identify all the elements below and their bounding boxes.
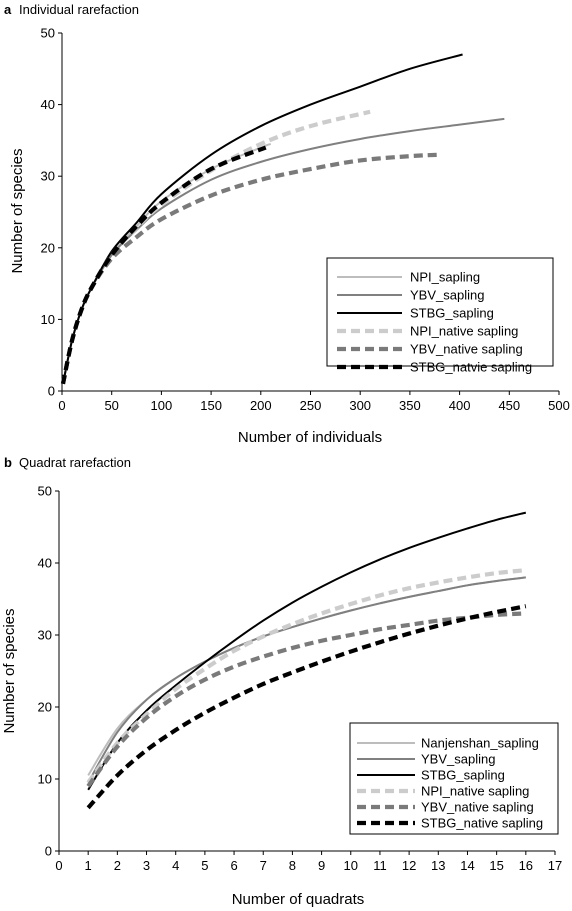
panel-a-legend-label-3: STBG_sapling bbox=[410, 306, 494, 321]
panel-b-x-tick-label: 14 bbox=[460, 858, 474, 873]
panel-a-x-axis-title: Number of individuals bbox=[238, 429, 382, 446]
panel-a-x-tick-label: 350 bbox=[399, 398, 421, 413]
panel-a-x-tick-label: 450 bbox=[498, 398, 520, 413]
panel-b-y-tick-label: 50 bbox=[38, 484, 52, 499]
panel-b-x-tick-label: 3 bbox=[143, 858, 150, 873]
panel-b-x-tick-label: 13 bbox=[431, 858, 445, 873]
panel-b-x-tick-label: 15 bbox=[489, 858, 503, 873]
panel-b-legend-label-5: YBV_native sapling bbox=[421, 800, 534, 815]
panel-a-x-tick-label: 400 bbox=[449, 398, 471, 413]
panel-a-x-tick-label: 100 bbox=[151, 398, 173, 413]
panel-a-y-tick-label: 10 bbox=[41, 312, 55, 327]
panel-b-x-axis-title: Number of quadrats bbox=[232, 891, 365, 908]
panel-a-x-tick-label: 250 bbox=[300, 398, 322, 413]
panel-b-legend-label-3: STBG_sapling bbox=[421, 768, 505, 783]
panel-b-series-line-5 bbox=[86, 611, 526, 788]
panel-b-legend-label-2: YBV_sapling bbox=[421, 752, 495, 767]
panel-b-y-tick-label: 40 bbox=[38, 556, 52, 571]
panel-a-legend-label-1: NPI_sapling bbox=[410, 270, 480, 285]
panel-a-x-tick-label: 50 bbox=[104, 398, 118, 413]
panel-b-title: Quadrat rarefaction bbox=[19, 455, 131, 470]
panel-b-x-tick-label: 5 bbox=[201, 858, 208, 873]
panel-b-x-tick-label: 2 bbox=[114, 858, 121, 873]
panel-a-x-tick-label: 200 bbox=[250, 398, 272, 413]
panel-b-series-line-6 bbox=[86, 604, 527, 810]
panel-b-legend-label-4: NPI_native sapling bbox=[421, 784, 529, 799]
panel-b-legend: Nanjenshan_saplingYBV_saplingSTBG_saplin… bbox=[349, 722, 559, 835]
panel-b-x-tick-label: 16 bbox=[519, 858, 533, 873]
panel-b-legend-label-6: STBG_native sapling bbox=[421, 816, 543, 831]
panel-b-x-tick-label: 17 bbox=[548, 858, 562, 873]
panel-b-x-tick-label: 12 bbox=[402, 858, 416, 873]
panel-b-x-tick-label: 11 bbox=[373, 858, 387, 873]
panel-b-x-tick-label: 10 bbox=[344, 858, 358, 873]
panel-b-series-line-3 bbox=[87, 511, 527, 791]
panel-a-x-tick-label: 0 bbox=[58, 398, 65, 413]
panel-b-y-tick-label: 10 bbox=[38, 772, 52, 787]
panel-a-y-tick-label: 30 bbox=[41, 169, 55, 184]
panel-a-x-tick-label: 150 bbox=[200, 398, 222, 413]
panel-a-y-axis-title: Number of species bbox=[9, 148, 26, 273]
panel-b-series-line-2 bbox=[87, 576, 526, 784]
panel-b-legend-label-1: Nanjenshan_sapling bbox=[421, 736, 539, 751]
panel-a-y-tick-label: 0 bbox=[48, 384, 55, 399]
panel-b-series-group bbox=[86, 511, 527, 810]
panel-b-letter: b bbox=[4, 455, 12, 470]
panel-a-y-tick-label: 20 bbox=[41, 240, 55, 255]
panel-a-x-tick-label: 500 bbox=[548, 398, 570, 413]
panel-b-y-tick-label: 30 bbox=[38, 628, 52, 643]
panel-b-x-tick-label: 1 bbox=[85, 858, 92, 873]
panel-b-x-tick-label: 4 bbox=[172, 858, 179, 873]
panel-a-series-line-4 bbox=[60, 109, 371, 385]
panel-a-legend-label-4: NPI_native sapling bbox=[410, 324, 518, 339]
panel-b-y-tick-label: 20 bbox=[38, 700, 52, 715]
panel-a-x-tick-label: 300 bbox=[349, 398, 371, 413]
panel-a-legend: NPI_sapling YBV_sapling STBG_sapling NPI_na… bbox=[326, 257, 554, 375]
panel-a-letter: a bbox=[4, 2, 12, 17]
panel-b-x-tick-label: 7 bbox=[260, 858, 267, 873]
panel-b-x-tick-label: 0 bbox=[55, 858, 62, 873]
panel-a-series-group bbox=[60, 53, 505, 385]
panel-a-legend-label-5: YBV_native sapling bbox=[410, 342, 523, 357]
panel-b-legend-box bbox=[349, 722, 559, 835]
panel-b-x-tick-label: 6 bbox=[230, 858, 237, 873]
panel-a-y-tick-label: 40 bbox=[41, 97, 55, 112]
panel-a-series-line-6 bbox=[60, 145, 267, 385]
panel-b-x-tick-label: 9 bbox=[318, 858, 325, 873]
panel-b-y-axis-title: Number of species bbox=[1, 608, 18, 733]
panel-b-y-tick-label: 0 bbox=[45, 844, 52, 859]
panel-a-series-line-1 bbox=[62, 143, 272, 385]
panel-a-title: Individual rarefaction bbox=[19, 2, 139, 17]
panel-a-legend-label-2: YBV_sapling bbox=[410, 288, 484, 303]
panel-b-x-tick-label: 8 bbox=[289, 858, 296, 873]
panel-a-y-tick-label: 50 bbox=[41, 26, 55, 41]
panel-a-legend-label-6: STBG_natvie sapling bbox=[410, 360, 532, 375]
